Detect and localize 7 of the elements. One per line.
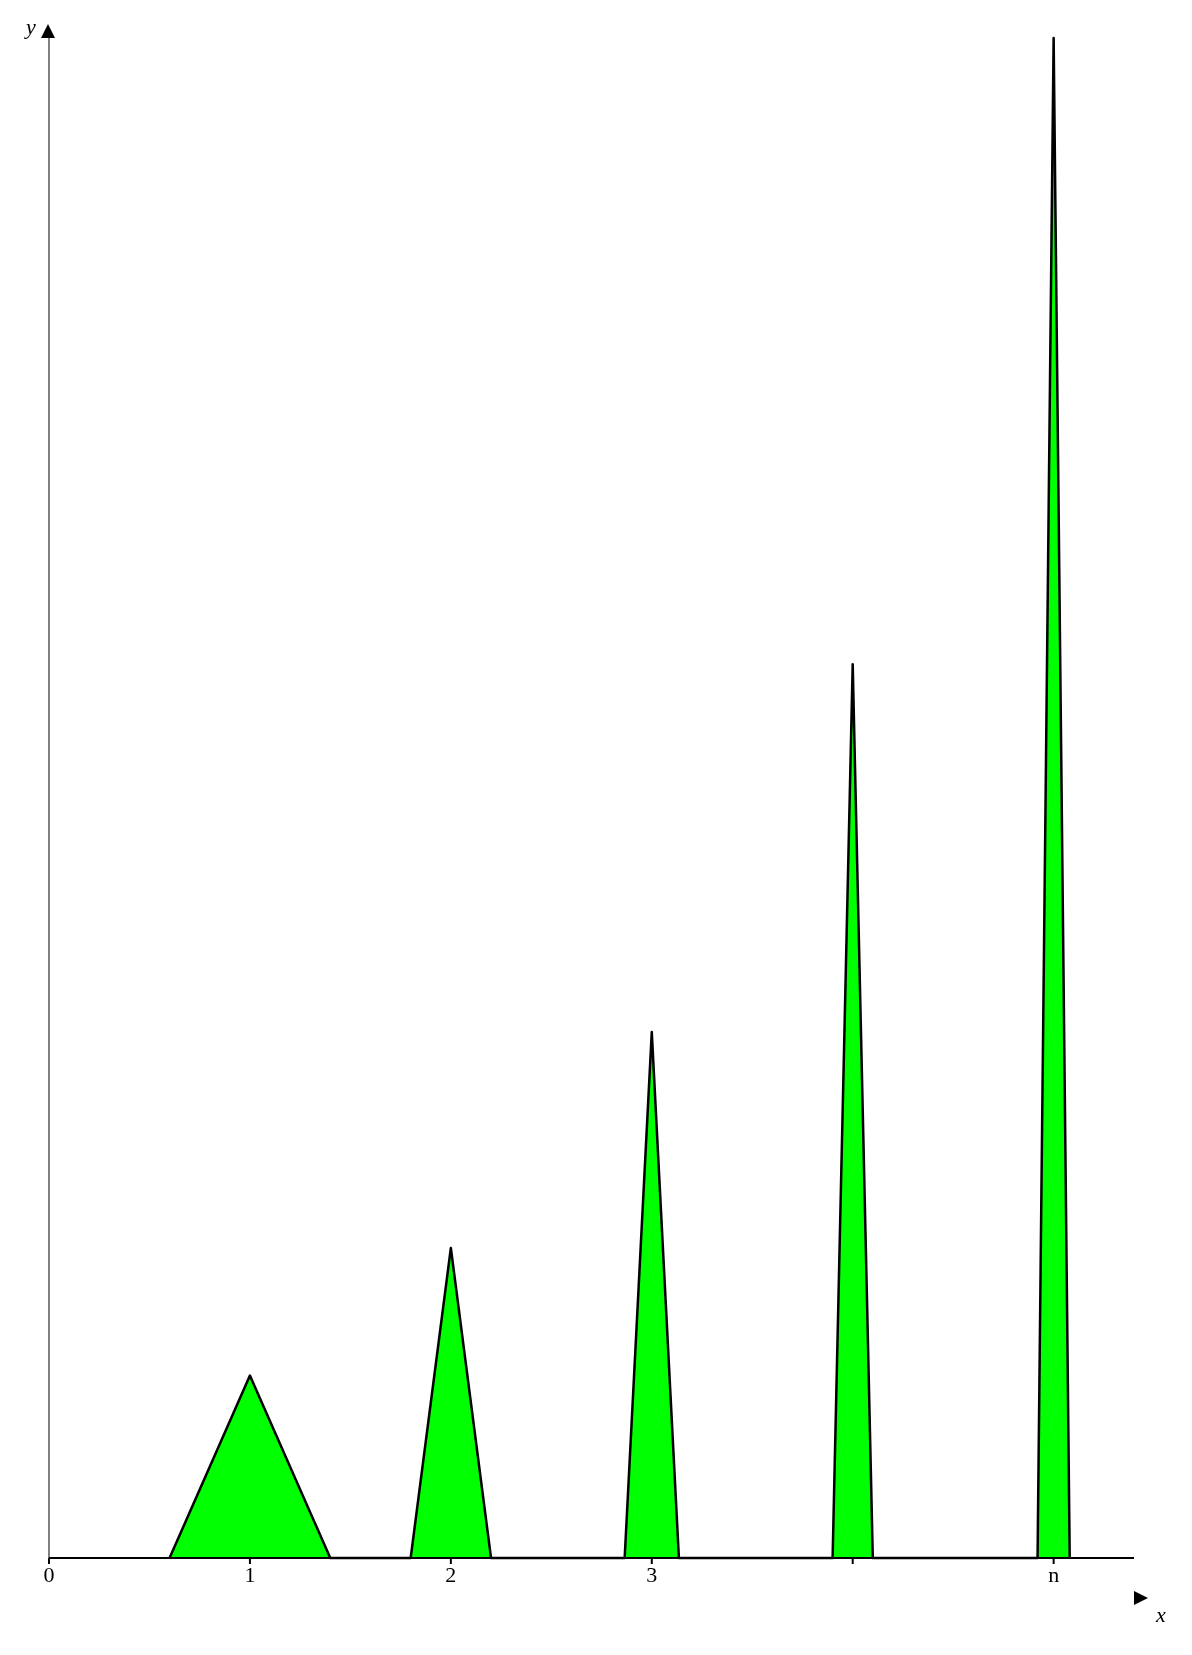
x-tick-label: 2 xyxy=(445,1561,457,1587)
x-axis-title: x xyxy=(1156,1602,1166,1628)
x-tick-label: 1 xyxy=(244,1561,256,1587)
x-tick-label: n xyxy=(1048,1561,1060,1587)
x-tick-label: 3 xyxy=(646,1561,658,1587)
y-axis-title: y xyxy=(26,14,36,40)
x-tick-label: 0 xyxy=(43,1561,55,1587)
